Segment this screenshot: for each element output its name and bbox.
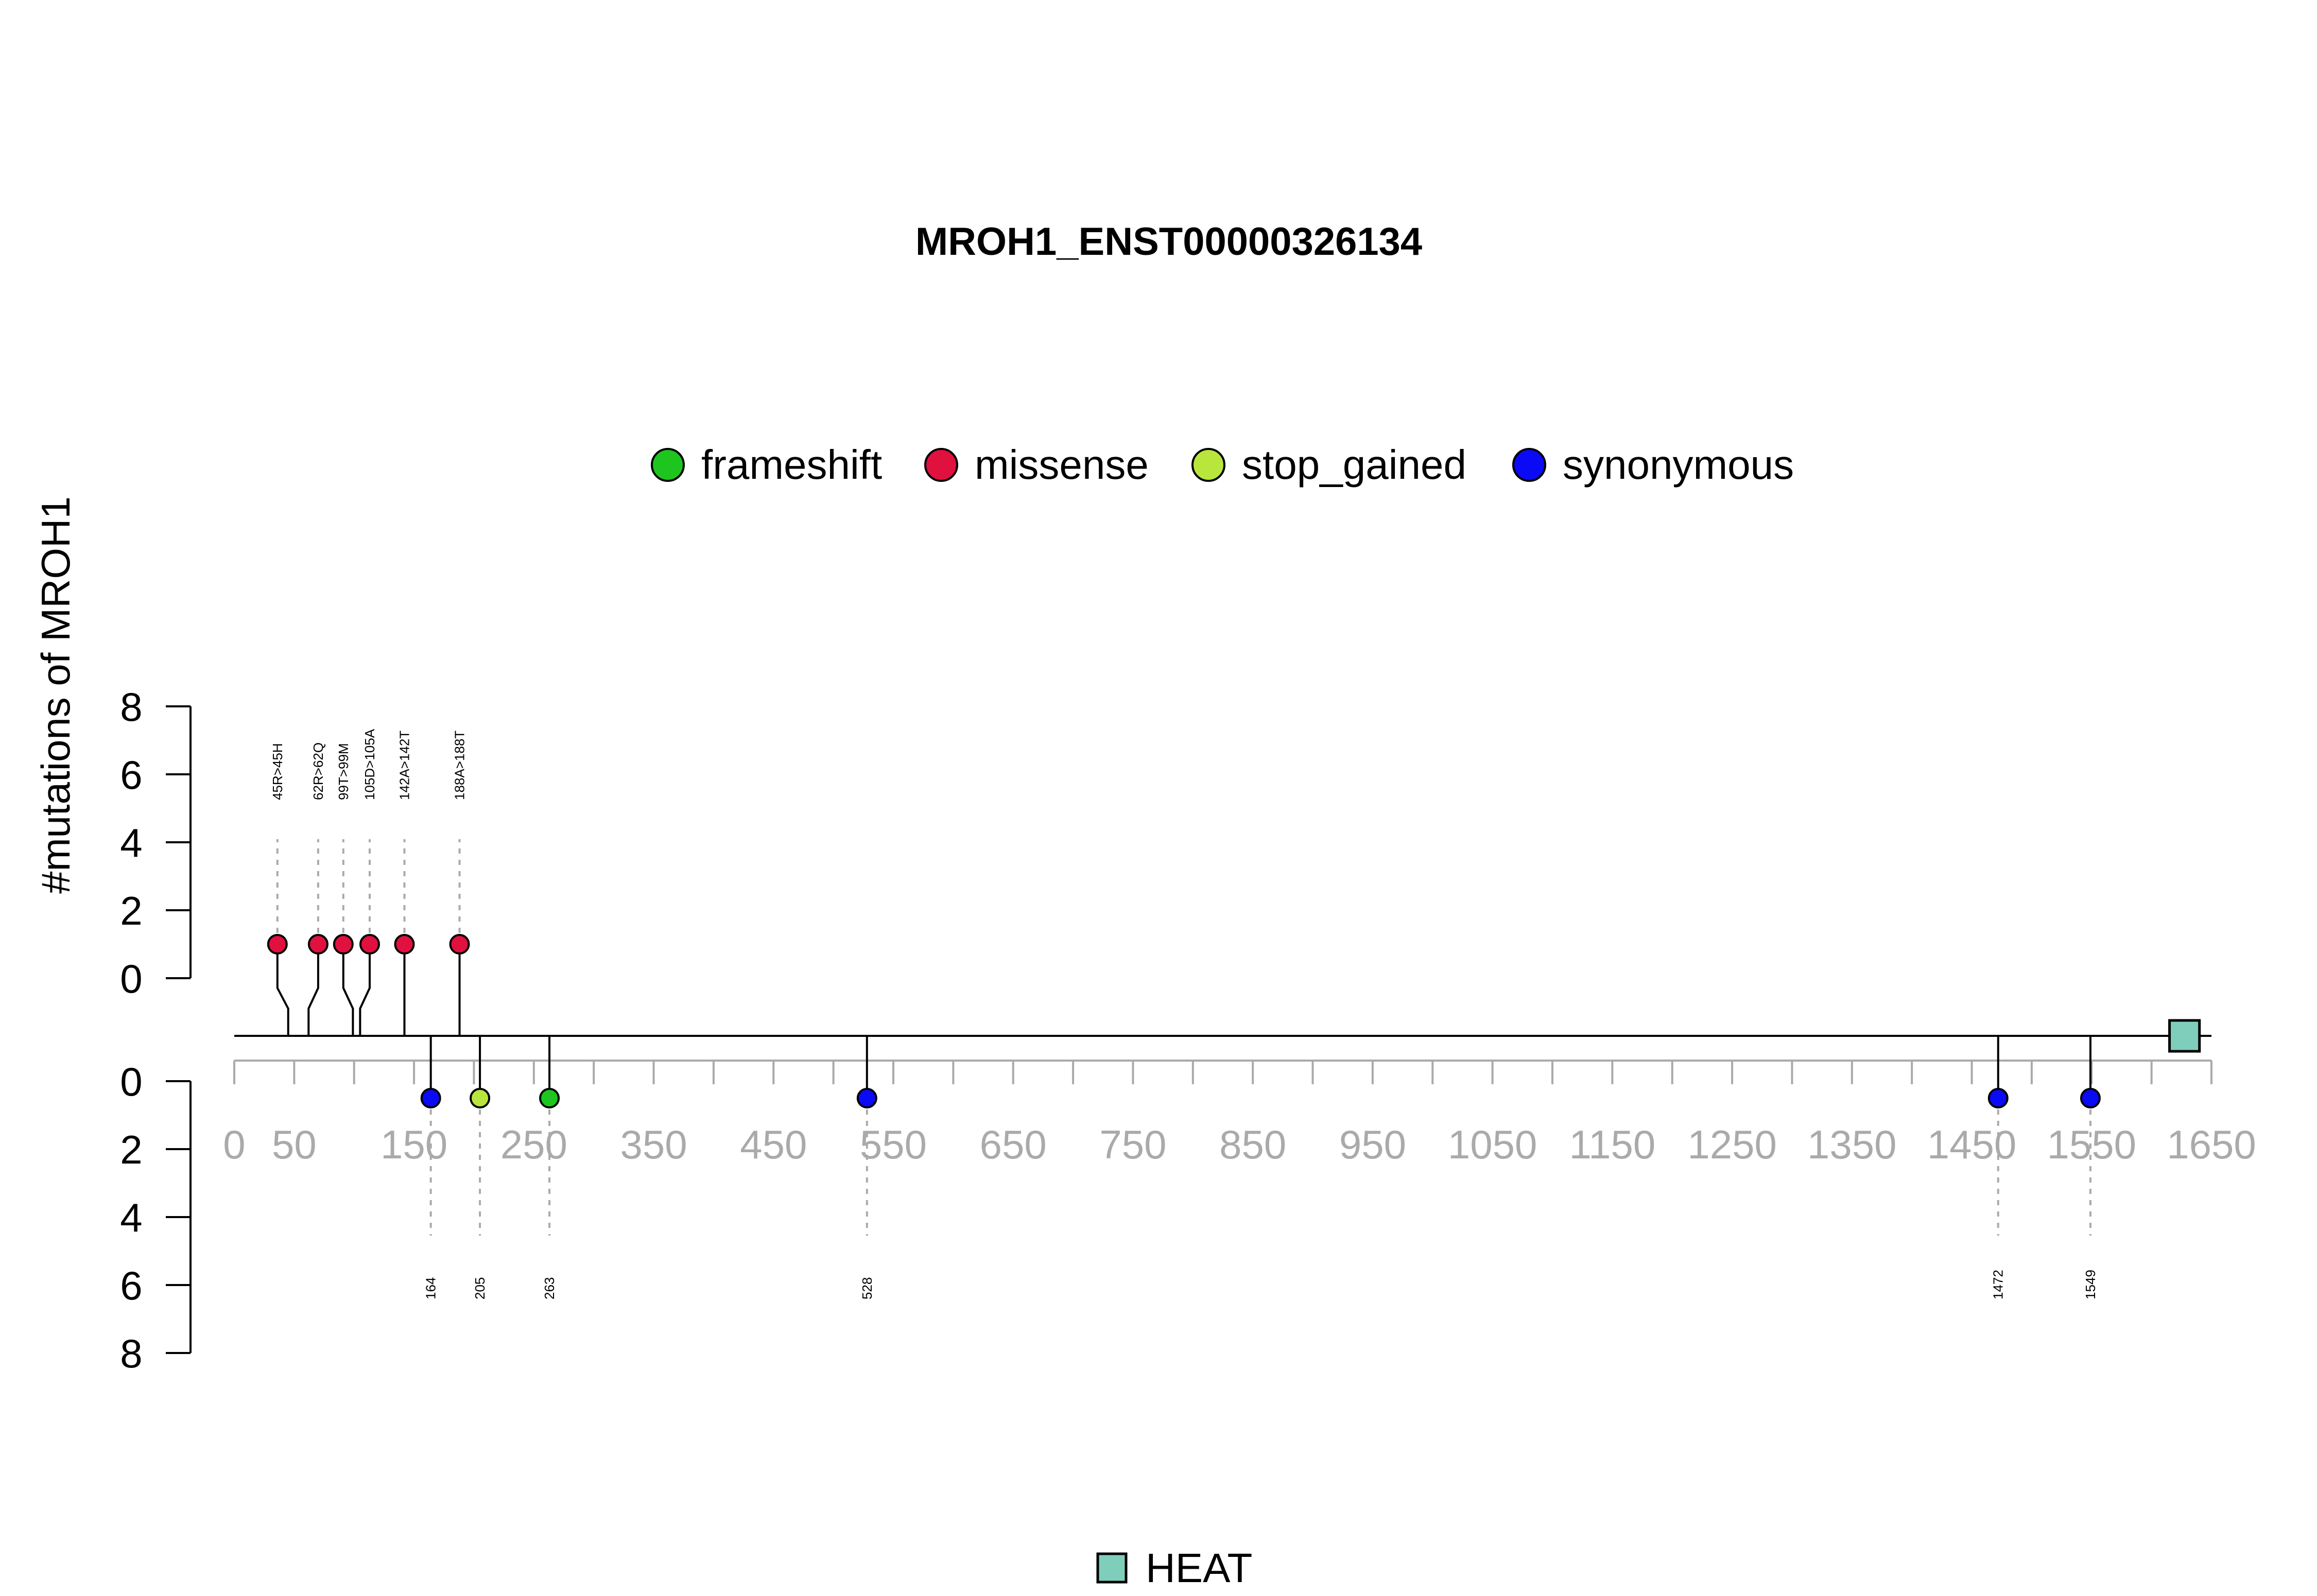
mutation-label: 205 [472,1277,488,1299]
x-tick-label: 50 [272,1122,317,1167]
domain-track [2168,1019,2201,1053]
x-axis: 0 50 150 250 350 450 550 650 750 850 950 1050 1150 12… [223,1060,2256,1167]
mutation-label: 45R>45H [270,743,285,800]
y-tick-label-bottom: 0 [120,1059,142,1104]
domain-HEAT [2168,1019,2201,1053]
lollipops-top: 45R>45H 62R>62Q 99T>99M 105D>105A 142A>142T 1… [267,728,470,1036]
x-tick-label: 950 [1339,1122,1406,1167]
y-tick-label-top: 2 [120,888,142,933]
mutation-label: 164 [423,1277,439,1299]
lollipop-stem [307,944,319,1036]
mutation-label: 62R>62Q [310,742,326,800]
chart-title: MROH1_ENST00000326134 [915,220,1422,264]
domain-legend: HEAT [1096,1545,1252,1591]
x-tick-label: 750 [1099,1122,1166,1167]
x-tick-label: 1550 [2047,1122,2137,1167]
lollipop-head-missense [359,934,380,955]
mutation-label: 528 [859,1277,875,1299]
mutation-label: 1549 [2083,1270,2098,1299]
x-tick-label: 0 [223,1122,245,1167]
x-tick-label: 550 [860,1122,927,1167]
lollipop-head-frameshift [539,1088,560,1108]
legend-label-synonymous: synonymous [1563,442,1794,488]
mutation-label: 1472 [1991,1270,2006,1299]
x-tick-label: 650 [980,1122,1047,1167]
legend-marker-frameshift [651,448,685,482]
mutation-label: 188A>188T [452,731,468,800]
lollipop-head-missense [449,934,470,955]
y-axis-top: 0 2 4 6 8 [120,684,192,1001]
x-tick-label: 150 [381,1122,447,1167]
mutation-type-legend: frameshift missense stop_gained synonymous [651,442,1794,488]
y-tick-label-bottom: 6 [120,1263,142,1308]
y-tick-label-bottom: 4 [120,1195,142,1240]
lollipop-head-synonymous [2080,1088,2101,1108]
domain-legend-swatch [1096,1552,1128,1584]
y-tick-label-top: 0 [120,956,142,1001]
x-tick-label: 850 [1219,1122,1286,1167]
y-axis-label: #mutations of MROH1 [33,496,78,894]
mutation-label: 142A>142T [396,731,412,800]
lollipop-head-synonymous [856,1088,877,1108]
lollipop-head-synonymous [420,1088,441,1108]
y-tick-label-top: 8 [120,684,142,730]
y-axis-bottom: 0 2 4 6 8 [120,1059,192,1376]
mutation-label: 263 [542,1277,557,1299]
domain-legend-label: HEAT [1146,1545,1252,1591]
lollipop-head-missense [267,934,288,955]
x-tick-label: 1350 [1807,1122,1897,1167]
legend-label-frameshift: frameshift [701,442,882,488]
mutation-label: 99T>99M [336,743,351,800]
mutation-label: 105D>105A [362,728,377,800]
legend-marker-missense [924,448,958,482]
y-tick-label-bottom: 2 [120,1127,142,1172]
lollipop-stem [359,944,371,1036]
lollipop-head-synonymous [1987,1088,2009,1108]
legend-marker-synonymous [1512,448,1546,482]
lollipop-head-missense [394,934,415,955]
lollipops-bottom: 164 205 263 528 1472 1549 [420,1036,2101,1299]
x-tick-label: 350 [620,1122,687,1167]
x-tick-label: 1450 [1927,1122,2017,1167]
lollipop-head-missense [307,934,328,955]
x-tick-label: 450 [740,1122,807,1167]
y-tick-label-top: 6 [120,752,142,797]
y-tick-label-top: 4 [120,820,142,865]
legend-marker-stop_gained [1191,448,1225,482]
lollipop-stem [276,944,289,1036]
x-tick-label: 1250 [1687,1122,1777,1167]
x-tick-label: 1650 [2167,1122,2256,1167]
lollipop-head-missense [333,934,354,955]
lollipop-head-stop_gained [470,1088,491,1108]
legend-label-stop_gained: stop_gained [1242,442,1466,488]
x-tick-label: 1050 [1448,1122,1537,1167]
x-tick-label: 1150 [1569,1122,1655,1167]
y-tick-label-bottom: 8 [120,1331,142,1376]
legend-label-missense: missense [975,442,1149,488]
lollipop-stem [342,944,354,1036]
x-tick-label: 250 [500,1122,567,1167]
